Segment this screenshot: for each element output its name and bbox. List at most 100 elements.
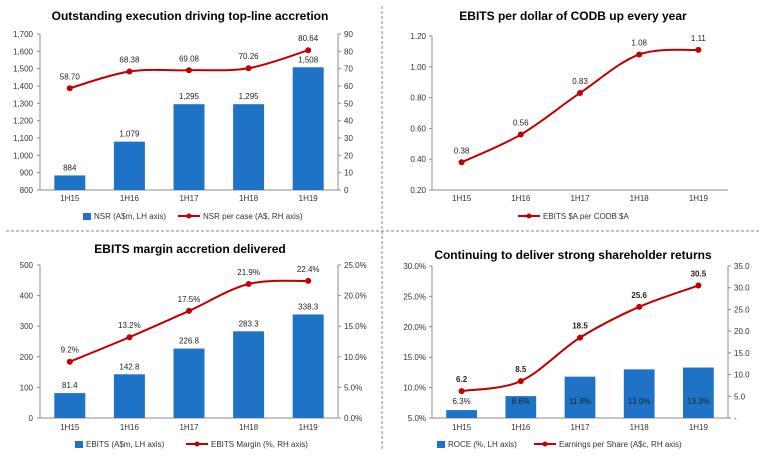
bar-data-label: 142.8 bbox=[119, 362, 140, 371]
x-axis-tick-label: 1H15 bbox=[60, 194, 80, 203]
legend-swatch bbox=[437, 441, 445, 448]
legend-label: ROCE (%, LH axis) bbox=[448, 440, 517, 449]
line-data-label: 0.38 bbox=[454, 146, 470, 155]
line-data-label: 70.26 bbox=[239, 52, 260, 61]
line-point bbox=[458, 388, 465, 395]
bar bbox=[683, 367, 714, 418]
bar bbox=[54, 393, 86, 418]
line-data-label: 58.70 bbox=[60, 72, 81, 81]
left-axis-tick-label: 500 bbox=[20, 261, 34, 270]
line-point bbox=[517, 378, 524, 385]
bar-data-label: 6.3% bbox=[452, 397, 470, 406]
chart-ebits-margin: EBITS margin accretion delivered 0 100 200 3… bbox=[20, 242, 367, 449]
line-point bbox=[245, 280, 252, 287]
bar bbox=[292, 67, 324, 190]
legend-swatch bbox=[83, 213, 91, 220]
left-axis-tick-label: 1,100 bbox=[13, 134, 34, 143]
right-axis-tick-label: 10 bbox=[344, 169, 353, 178]
left-axis-tick-label: 0 bbox=[29, 414, 34, 423]
bar bbox=[113, 374, 145, 418]
bar-data-label: 1,295 bbox=[239, 92, 260, 101]
right-axis-tick-label: 20.0% bbox=[344, 292, 367, 301]
bar-data-label: 1,508 bbox=[298, 55, 319, 64]
left-axis-tick-label: 100 bbox=[20, 383, 34, 392]
left-axis-tick-label: 30.0% bbox=[403, 262, 426, 271]
line-point bbox=[245, 65, 252, 72]
right-axis-tick-label: 40 bbox=[344, 117, 353, 126]
right-axis-tick-label: 10.0% bbox=[344, 353, 367, 362]
legend-marker bbox=[194, 441, 200, 447]
right-axis-tick-label: 30 bbox=[344, 134, 353, 143]
right-axis-tick-label: 70 bbox=[344, 65, 353, 74]
x-axis-tick-label: 1H17 bbox=[570, 194, 590, 203]
line-data-label: 69.08 bbox=[179, 54, 200, 63]
line-data-label: 30.5 bbox=[691, 270, 707, 279]
left-axis-tick-label: 400 bbox=[20, 292, 34, 301]
line-data-label: 1.08 bbox=[631, 38, 647, 47]
x-axis-tick-label: 1H15 bbox=[452, 423, 472, 432]
line-point bbox=[636, 51, 643, 58]
legend-label: EBITS (A$m, LH axis) bbox=[86, 440, 165, 449]
x-axis-tick-label: 1H15 bbox=[60, 423, 80, 432]
left-axis-tick-label: 200 bbox=[20, 353, 34, 362]
line-data-label: 6.2 bbox=[456, 375, 468, 384]
legend-label: NSR per case (A$, RH axis) bbox=[203, 212, 303, 221]
left-axis-tick-label: 0.80 bbox=[410, 94, 426, 103]
legend-label: EBITS $A per CODB $A bbox=[543, 212, 629, 221]
left-axis-tick-label: 1.20 bbox=[410, 32, 426, 41]
right-axis-tick-label: 0.0% bbox=[344, 414, 362, 423]
bar-data-label: 884 bbox=[63, 163, 77, 172]
right-axis-tick-label: 80 bbox=[344, 47, 353, 56]
left-axis-tick-label: 15.0% bbox=[403, 353, 426, 362]
line-point bbox=[517, 131, 524, 138]
x-axis-tick-label: 1H19 bbox=[689, 194, 709, 203]
x-axis-tick-label: 1H18 bbox=[239, 423, 259, 432]
bar bbox=[113, 141, 145, 190]
bar-data-label: 1,079 bbox=[119, 130, 140, 139]
line-point bbox=[695, 282, 702, 289]
right-axis-tick-label: 5.0% bbox=[344, 383, 362, 392]
bar-data-label: 283.3 bbox=[239, 319, 260, 328]
line-point bbox=[577, 89, 583, 96]
bar bbox=[446, 410, 477, 418]
right-axis-tick-label: 5.0 bbox=[734, 392, 746, 401]
legend-label: NSR (A$m, LH axis) bbox=[94, 212, 166, 221]
line-point bbox=[305, 47, 312, 54]
x-axis-tick-label: 1H18 bbox=[630, 423, 650, 432]
legend-marker bbox=[526, 213, 532, 219]
line-point bbox=[695, 46, 702, 53]
line-data-label: 8.5 bbox=[515, 365, 527, 374]
x-axis-tick-label: 1H15 bbox=[452, 194, 472, 203]
left-axis-tick-label: 300 bbox=[20, 322, 34, 331]
x-axis-tick-label: 1H18 bbox=[239, 194, 259, 203]
right-axis-tick-label: 25.0 bbox=[734, 305, 750, 314]
line-point bbox=[305, 277, 312, 284]
right-axis-tick-label: 25.0% bbox=[344, 261, 367, 270]
x-axis-tick-label: 1H16 bbox=[511, 194, 531, 203]
line-data-label: 18.5 bbox=[572, 322, 588, 331]
legend-label: Earnings per Share (A$c, RH axis) bbox=[559, 440, 682, 449]
right-axis-tick-label: 20.0 bbox=[734, 327, 750, 336]
line-point bbox=[66, 85, 73, 92]
chart-shareholder-returns: Continuing to deliver strong shareholder… bbox=[403, 248, 750, 449]
line-point bbox=[126, 334, 133, 341]
x-axis-tick-label: 1H17 bbox=[179, 194, 199, 203]
line-data-label: 9.2% bbox=[61, 346, 79, 355]
line-data-label: 0.56 bbox=[513, 119, 529, 128]
line-data-label: 25.6 bbox=[631, 291, 647, 300]
line-point bbox=[458, 159, 465, 166]
x-axis-tick-label: 1H19 bbox=[299, 423, 319, 432]
right-axis-tick-label: 0 bbox=[344, 186, 349, 195]
left-axis-tick-label: 1,300 bbox=[13, 99, 34, 108]
legend-marker bbox=[542, 441, 548, 447]
left-axis-tick-label: 1,400 bbox=[13, 82, 34, 91]
legend-label: EBITS Margin (%, RH axis) bbox=[211, 440, 308, 449]
x-axis-tick-label: 1H19 bbox=[689, 423, 709, 432]
line-data-label: 0.83 bbox=[572, 77, 588, 86]
chart-title: Outstanding execution driving top-line a… bbox=[52, 9, 329, 23]
line-data-label: 68.38 bbox=[119, 55, 140, 64]
bar-data-label: 13.0% bbox=[628, 397, 651, 406]
x-axis-tick-label: 1H16 bbox=[120, 194, 140, 203]
right-axis-tick-label: 15.0% bbox=[344, 322, 367, 331]
